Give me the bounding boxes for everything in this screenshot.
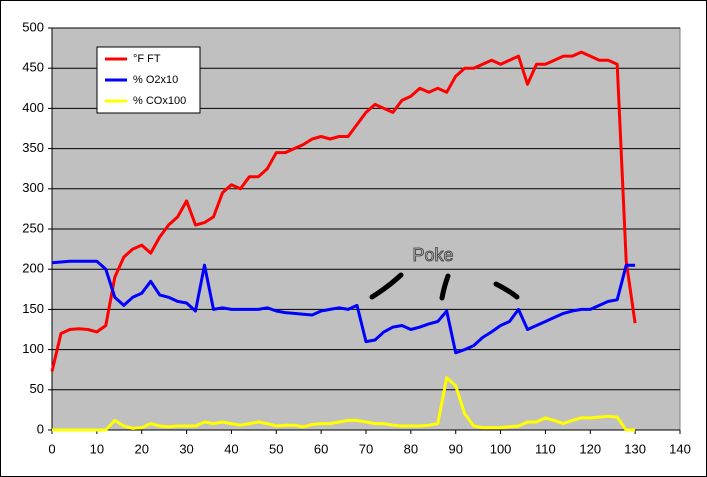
series-line	[51, 259, 636, 355]
x-tick-label: 120	[579, 441, 601, 456]
x-tick-label: 40	[224, 441, 238, 456]
poke-mark	[493, 281, 520, 300]
x-tick-label: 70	[359, 441, 373, 456]
legend-label: °F FT	[133, 53, 161, 65]
y-tick-label: 400	[22, 100, 44, 115]
x-tick-label: 60	[314, 441, 328, 456]
y-tick-label: 0	[37, 421, 44, 436]
x-tick-label: 20	[134, 441, 148, 456]
x-tick-label: 80	[404, 441, 418, 456]
x-tick-label: 100	[490, 441, 512, 456]
x-tick-label: 130	[624, 441, 646, 456]
y-tick-label: 50	[30, 381, 44, 396]
x-tick-label: 10	[90, 441, 104, 456]
series-line	[52, 376, 636, 432]
y-tick-label: 500	[22, 19, 44, 34]
y-tick-label: 350	[22, 140, 44, 155]
y-tick-label: 450	[22, 60, 44, 75]
y-tick-label: 150	[22, 301, 44, 316]
series-line	[50, 50, 637, 372]
poke-marks	[369, 272, 520, 301]
x-tick-label: 30	[179, 441, 193, 456]
y-tick-label: 100	[22, 341, 44, 356]
y-tick-label: 300	[22, 180, 44, 195]
poke-mark	[369, 272, 404, 300]
poke-mark	[439, 273, 451, 301]
x-tick-label: 0	[48, 441, 55, 456]
legend-label: % COx100	[133, 95, 186, 107]
annotation: Poke	[412, 245, 453, 265]
y-tick-label: 250	[22, 220, 44, 235]
x-tick-label: 140	[669, 441, 691, 456]
legend: °F FT % O2x10 % COx100	[96, 46, 201, 114]
x-tick-label: 50	[269, 441, 283, 456]
legend-label: % O2x10	[133, 74, 178, 86]
x-tick-label: 90	[448, 441, 462, 456]
x-tick-label: 110	[535, 441, 556, 456]
y-tick-label: 200	[22, 261, 44, 276]
